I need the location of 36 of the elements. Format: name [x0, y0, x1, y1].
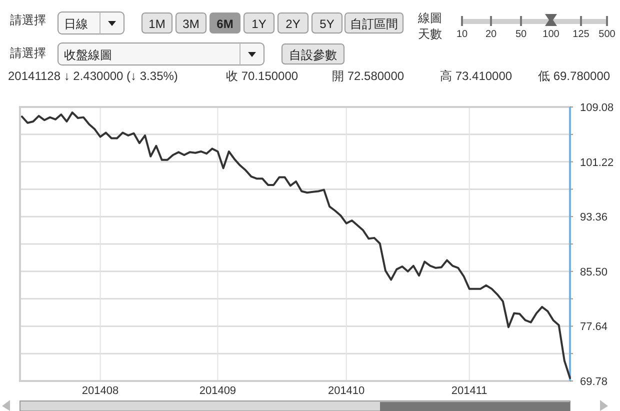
text: 2Y [286, 17, 300, 31]
text: 高 73.410000 [440, 69, 512, 83]
text: 收 70.150000 [226, 69, 298, 83]
text: 20 [485, 29, 497, 40]
line-series [21, 111, 571, 380]
text: 3M [182, 17, 200, 31]
text: 低 69.780000 [538, 69, 610, 83]
text: 請選擇 [10, 13, 46, 27]
x-tick-label: 201411 [451, 385, 488, 397]
text: 1M [148, 17, 166, 31]
x-tick-label: 201410 [328, 385, 365, 397]
text: 天數 [418, 27, 442, 41]
text: 自設參數 [289, 48, 337, 62]
text: 日線 [64, 17, 88, 31]
y-tick-label: 85.50 [580, 266, 608, 278]
y-tick-label: 69.78 [580, 376, 608, 388]
text: 6M [216, 17, 234, 31]
y-tick-label: 93.36 [580, 212, 608, 224]
text: 500 [598, 29, 616, 40]
text: 開 72.580000 [332, 69, 404, 83]
text: 125 [572, 29, 590, 40]
text: 1Y [252, 17, 266, 31]
x-tick-label: 201409 [199, 385, 236, 397]
text: 100 [542, 29, 560, 40]
text: 收盤線圖 [64, 48, 112, 62]
text: 線圖 [417, 11, 442, 25]
text: 請選擇 [10, 46, 46, 60]
y-tick-label: 109.08 [580, 102, 614, 114]
text: 自訂區間 [350, 17, 398, 31]
text: 50 [515, 29, 527, 40]
x-tick-label: 201408 [82, 385, 119, 397]
text: 20141128 ↓ 2.430000 (↓ 3.35%) [8, 69, 178, 83]
y-tick-label: 101.22 [580, 156, 614, 169]
text: 10 [456, 29, 468, 40]
y-tick-label: 77.64 [580, 321, 608, 334]
text: 5Y [320, 17, 334, 31]
